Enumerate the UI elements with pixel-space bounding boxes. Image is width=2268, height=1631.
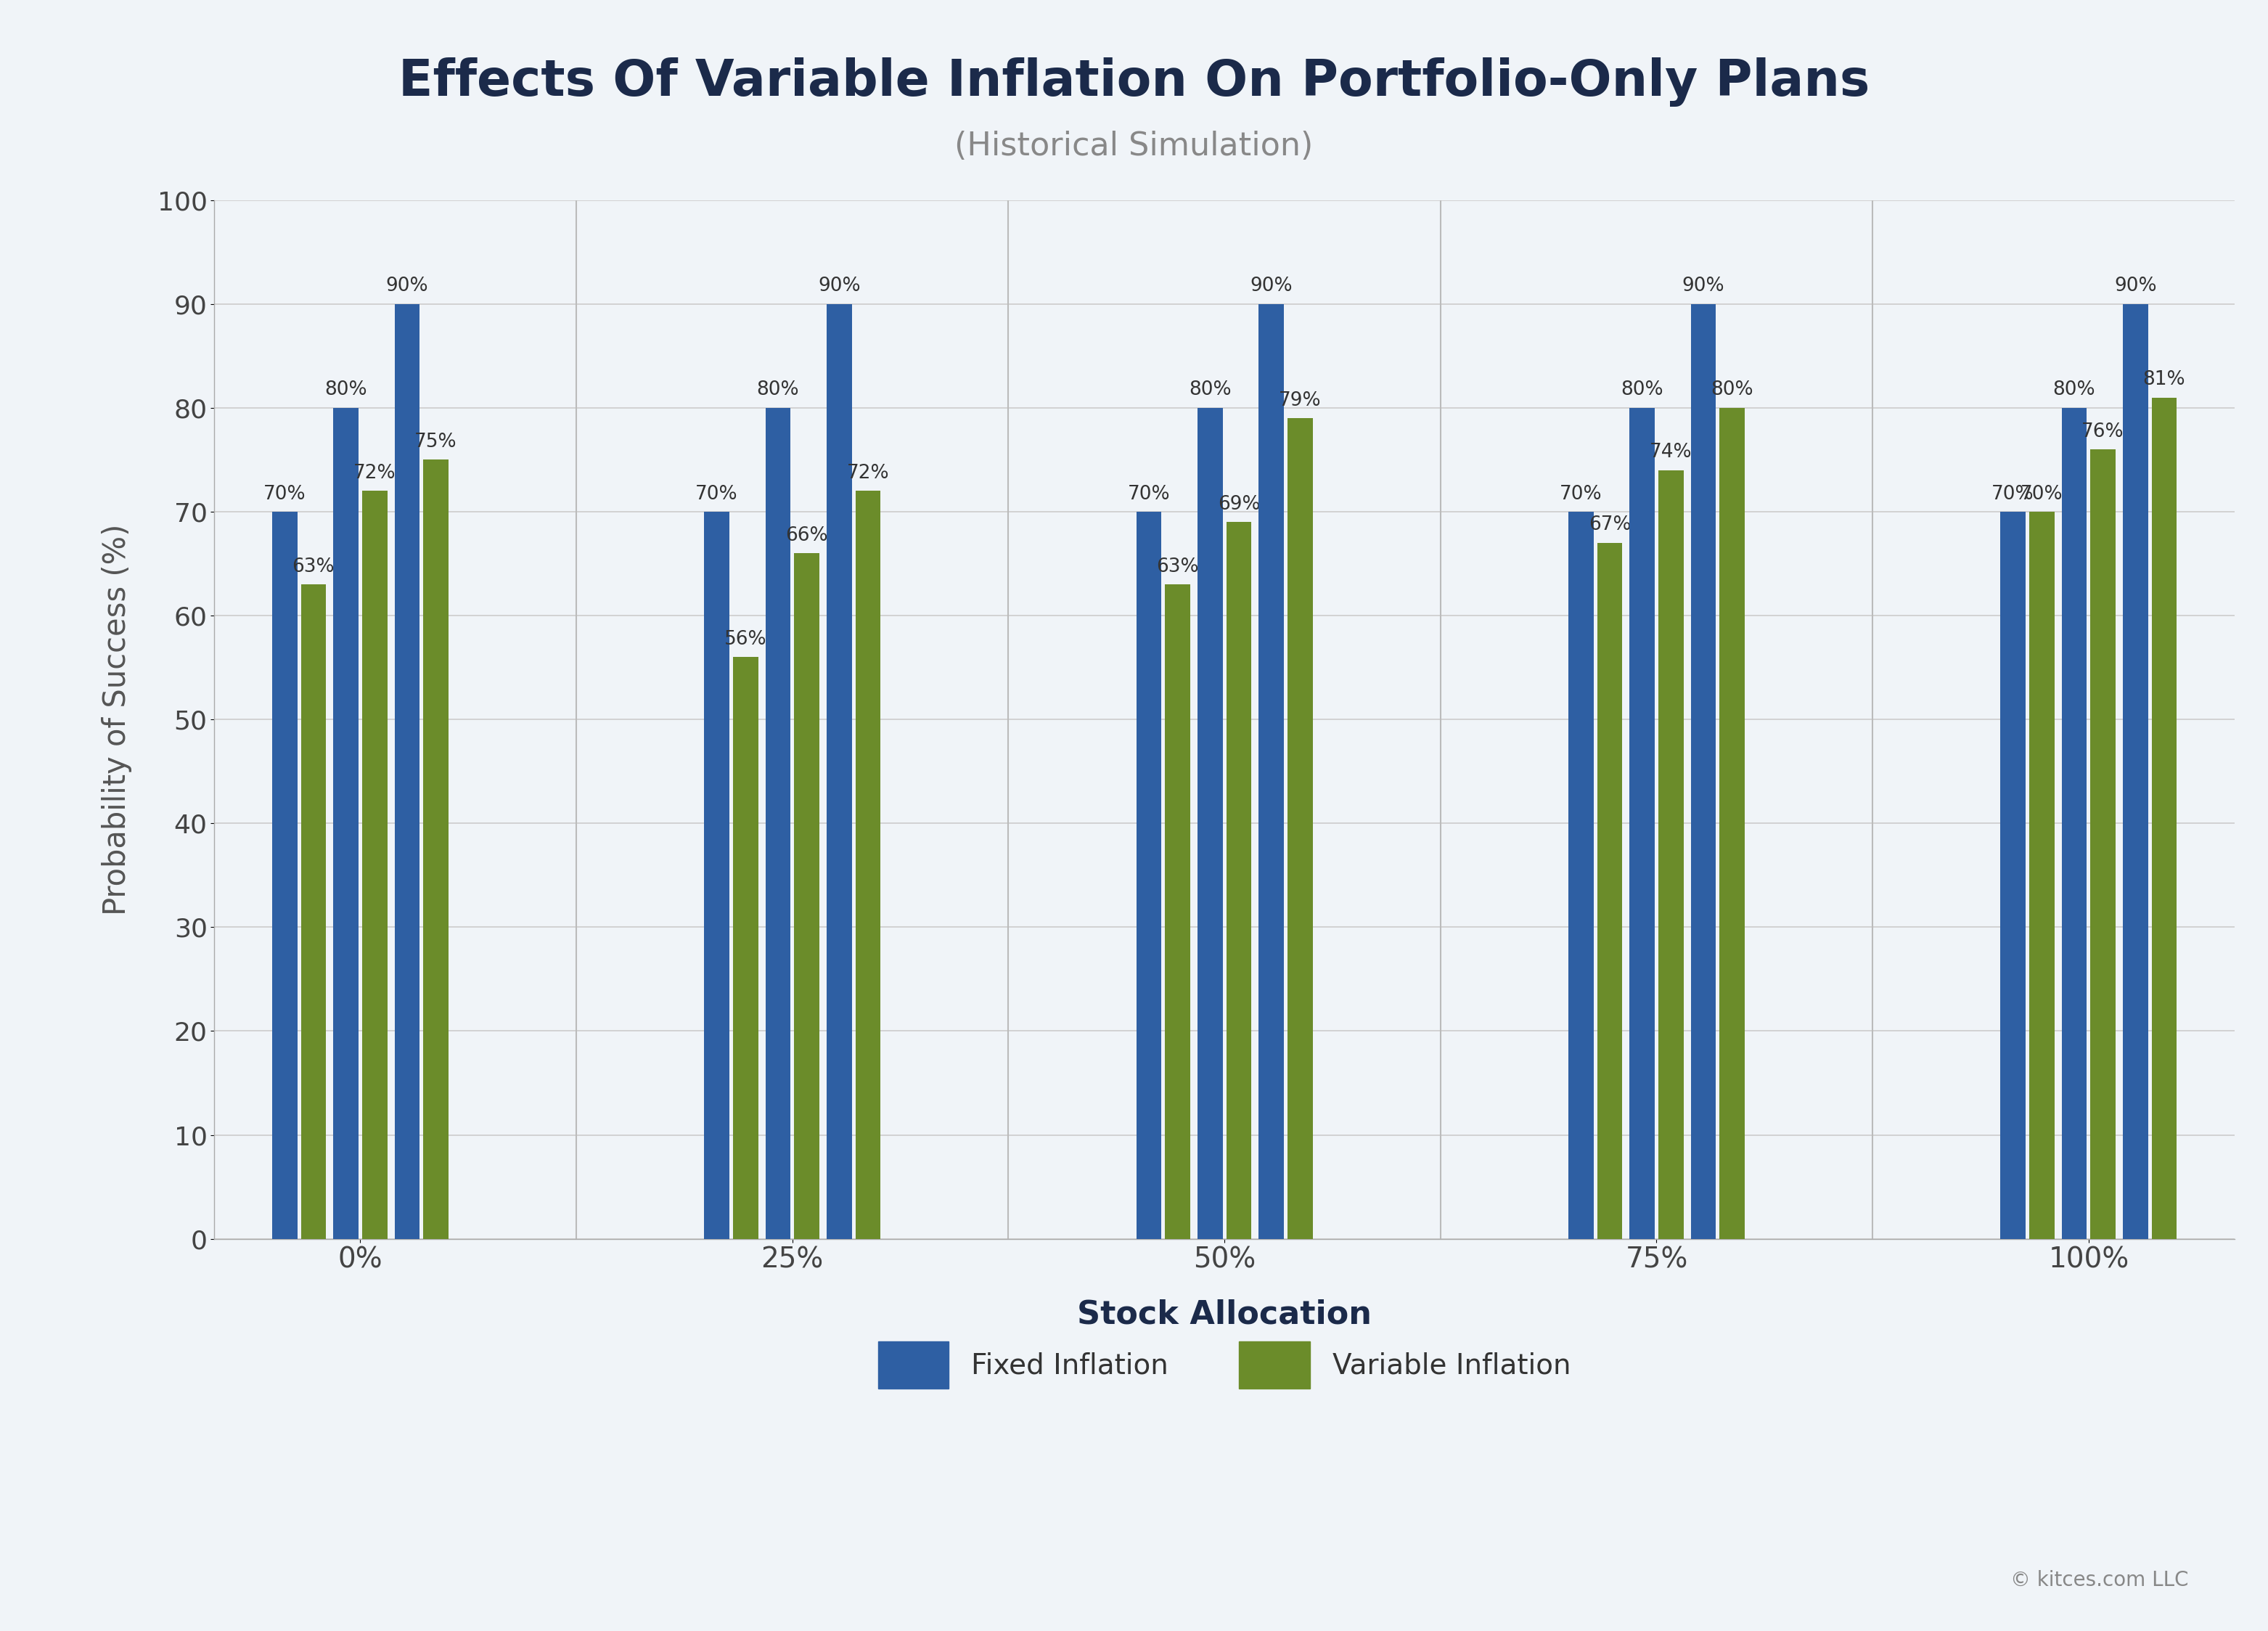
Text: 80%: 80% xyxy=(1622,380,1662,400)
Text: 80%: 80% xyxy=(758,380,798,400)
Text: 81%: 81% xyxy=(2143,370,2186,390)
Text: 80%: 80% xyxy=(2053,380,2096,400)
Text: 75%: 75% xyxy=(415,432,458,452)
Bar xyxy=(1198,408,1222,1240)
Bar xyxy=(333,408,358,1240)
Text: 67%: 67% xyxy=(1588,515,1631,535)
Legend: Fixed Inflation, Variable Inflation: Fixed Inflation, Variable Inflation xyxy=(850,1313,1599,1417)
Bar xyxy=(1166,584,1191,1240)
Bar xyxy=(826,303,853,1240)
Text: 70%: 70% xyxy=(263,484,306,504)
Bar xyxy=(703,512,730,1240)
Text: © kitces.com LLC: © kitces.com LLC xyxy=(2009,1571,2189,1590)
Text: 74%: 74% xyxy=(1649,444,1692,462)
Bar xyxy=(1628,408,1656,1240)
Text: 70%: 70% xyxy=(1560,484,1601,504)
Bar xyxy=(855,491,880,1240)
Text: Effects Of Variable Inflation On Portfolio-Only Plans: Effects Of Variable Inflation On Portfol… xyxy=(399,57,1869,106)
Bar xyxy=(424,460,449,1240)
Bar xyxy=(2123,303,2148,1240)
Text: (Historical Simulation): (Historical Simulation) xyxy=(955,130,1313,161)
Text: 90%: 90% xyxy=(386,277,429,295)
Bar xyxy=(395,303,420,1240)
Bar xyxy=(2152,398,2177,1240)
Text: 70%: 70% xyxy=(696,484,737,504)
Bar xyxy=(302,584,327,1240)
Bar xyxy=(733,657,758,1240)
Text: 66%: 66% xyxy=(785,527,828,545)
Text: 70%: 70% xyxy=(1991,484,2034,504)
Bar xyxy=(1136,512,1161,1240)
Text: 79%: 79% xyxy=(1279,391,1322,409)
Text: 80%: 80% xyxy=(1710,380,1753,400)
Bar xyxy=(2091,450,2116,1240)
Y-axis label: Probability of Success (%): Probability of Success (%) xyxy=(102,524,132,915)
Text: 90%: 90% xyxy=(819,277,860,295)
Bar xyxy=(794,553,819,1240)
Text: 70%: 70% xyxy=(2021,484,2064,504)
Text: 90%: 90% xyxy=(2114,277,2157,295)
Bar xyxy=(1597,543,1622,1240)
Text: 63%: 63% xyxy=(1157,558,1200,576)
Text: 90%: 90% xyxy=(1250,277,1293,295)
Bar xyxy=(1288,418,1313,1240)
Bar xyxy=(2062,408,2087,1240)
Text: 69%: 69% xyxy=(1218,494,1261,514)
X-axis label: Stock Allocation: Stock Allocation xyxy=(1077,1298,1372,1329)
Bar xyxy=(1719,408,1744,1240)
Text: 80%: 80% xyxy=(1188,380,1232,400)
Text: 72%: 72% xyxy=(846,463,889,483)
Bar xyxy=(764,408,792,1240)
Bar xyxy=(1227,522,1252,1240)
Text: 90%: 90% xyxy=(1683,277,1724,295)
Bar xyxy=(2030,512,2055,1240)
Bar xyxy=(363,491,388,1240)
Text: 76%: 76% xyxy=(2082,422,2125,440)
Text: 56%: 56% xyxy=(723,630,767,649)
Bar xyxy=(1658,470,1683,1240)
Text: 63%: 63% xyxy=(293,558,336,576)
Bar xyxy=(2000,512,2025,1240)
Bar xyxy=(1690,303,1717,1240)
Bar xyxy=(1567,512,1594,1240)
Bar xyxy=(1259,303,1284,1240)
Bar xyxy=(272,512,297,1240)
Text: 70%: 70% xyxy=(1127,484,1170,504)
Text: 72%: 72% xyxy=(354,463,397,483)
Text: 80%: 80% xyxy=(324,380,367,400)
